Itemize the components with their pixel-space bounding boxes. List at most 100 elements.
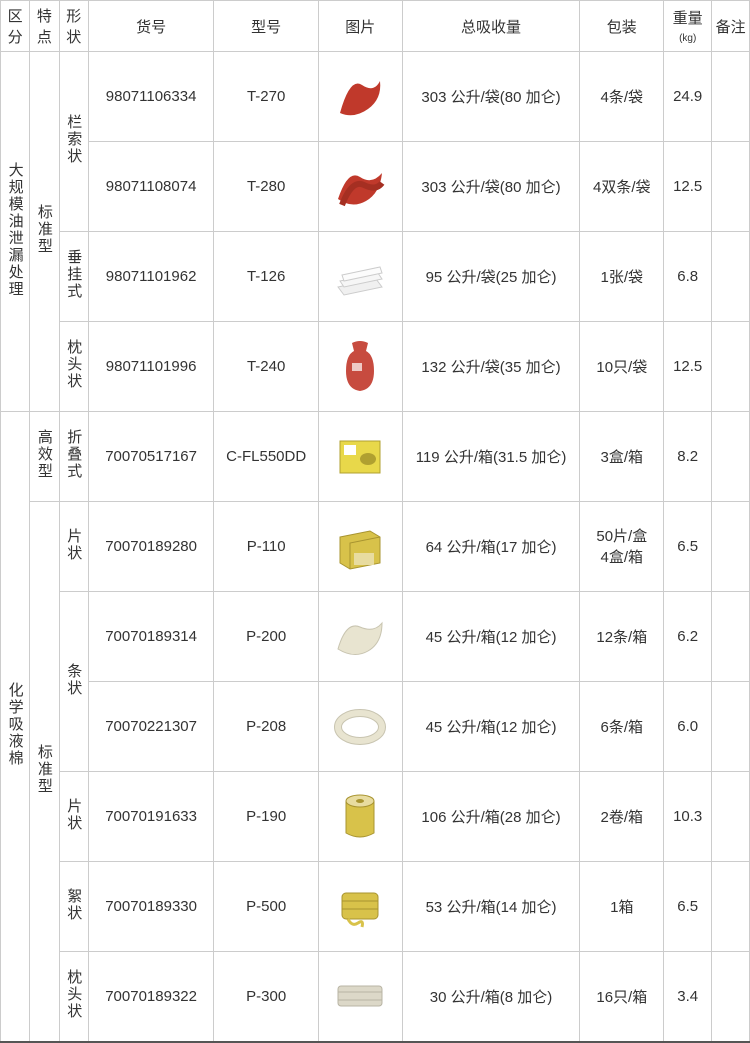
cell-weight: 6.5 [664,502,712,592]
cell-absorb: 303 公升/袋(80 加仑) [402,52,580,142]
cell-image [318,502,402,592]
header-remark: 备注 [712,1,750,52]
cell-remark [712,142,750,232]
cell-sku: 98071101996 [88,322,214,412]
product-coil-icon [332,703,388,751]
cell-remark [712,952,750,1042]
cell-pack: 4条/袋 [580,52,664,142]
header-packaging: 包装 [580,1,664,52]
cell-weight: 3.4 [664,952,712,1042]
header-type: 特点 [30,1,59,52]
section-chem: 化学吸液棉 [1,412,30,1042]
cell-image [318,592,402,682]
product-pad-icon [332,253,388,301]
cell-image [318,772,402,862]
cell-sku: 70070221307 [88,682,214,772]
cell-remark [712,772,750,862]
cell-absorb: 106 公升/箱(28 加仑) [402,772,580,862]
cell-remark [712,592,750,682]
cell-pack: 3盒/箱 [580,412,664,502]
header-absorb: 总吸收量 [402,1,580,52]
table-row: 98071108074 T-280 303 公升/袋(80 加仑) 4双条/袋 … [1,142,750,232]
cell-pack: 50片/盒 4盒/箱 [580,502,664,592]
product-bag-icon [338,339,382,395]
cell-image [318,52,402,142]
header-model: 型号 [214,1,319,52]
cell-model: P-500 [214,862,319,952]
table-row: 枕头状 98071101996 T-240 132 公升/袋(35 加仑) 10… [1,322,750,412]
cell-model: T-240 [214,322,319,412]
cell-absorb: 303 公升/袋(80 加仑) [402,142,580,232]
cell-pack: 4双条/袋 [580,142,664,232]
product-box-icon [332,433,388,481]
cell-weight: 10.3 [664,772,712,862]
cell-remark [712,232,750,322]
cell-model: C-FL550DD [214,412,319,502]
shape-pian: 片状 [59,502,88,592]
shape-zhedie: 折叠式 [59,412,88,502]
shape-lansuo: 栏索状 [59,52,88,232]
type-standard: 标准型 [30,502,59,1042]
cell-sku: 70070189280 [88,502,214,592]
cell-weight: 24.9 [664,52,712,142]
product-sock-icon [332,159,388,215]
cell-image [318,412,402,502]
header-weight: 重量 (kg) [664,1,712,52]
cell-model: P-200 [214,592,319,682]
cell-remark [712,862,750,952]
cell-sku: 98071108074 [88,142,214,232]
cell-absorb: 30 公升/箱(8 加仑) [402,952,580,1042]
table-row: 片状 70070191633 P-190 106 公升/箱(28 加仑) 2卷/… [1,772,750,862]
cell-weight: 6.8 [664,232,712,322]
cell-absorb: 132 公升/袋(35 加仑) [402,322,580,412]
type-efficient: 高效型 [30,412,59,502]
cell-sku: 70070517167 [88,412,214,502]
cell-sku: 70070189322 [88,952,214,1042]
cell-absorb: 45 公升/箱(12 加仑) [402,682,580,772]
cell-sku: 70070189314 [88,592,214,682]
cell-image [318,322,402,412]
shape-tiao: 条状 [59,592,88,772]
cell-pack: 12条/箱 [580,592,664,682]
cell-weight: 12.5 [664,142,712,232]
product-pillow-icon [332,978,388,1014]
cell-pack: 16只/箱 [580,952,664,1042]
shape-pian: 片状 [59,772,88,862]
header-image: 图片 [318,1,402,52]
table-row: 标准型 片状 70070189280 P-110 64 公升/箱(17 加仑) … [1,502,750,592]
cell-absorb: 45 公升/箱(12 加仑) [402,592,580,682]
cell-image [318,862,402,952]
table-row: 化学吸液棉 高效型 折叠式 70070517167 C-FL550DD 119 … [1,412,750,502]
pack-line2: 4盒/箱 [601,549,644,566]
cell-sku: 70070189330 [88,862,214,952]
type-standard: 标准型 [30,52,59,412]
cell-sku: 70070191633 [88,772,214,862]
cell-model: T-126 [214,232,319,322]
cell-pack: 1箱 [580,862,664,952]
shape-zhentou: 枕头状 [59,952,88,1042]
cell-model: P-110 [214,502,319,592]
product-sock-icon [332,613,388,661]
shape-xu: 絮状 [59,862,88,952]
table-row: 70070221307 P-208 45 公升/箱(12 加仑) 6条/箱 6.… [1,682,750,772]
table-row: 条状 70070189314 P-200 45 公升/箱(12 加仑) 12条/… [1,592,750,682]
header-weight-label: 重量 [673,10,703,27]
cell-pack: 6条/箱 [580,682,664,772]
product-bale-icon [332,883,388,931]
cell-model: T-270 [214,52,319,142]
cell-image [318,952,402,1042]
cell-remark [712,322,750,412]
cell-image [318,682,402,772]
cell-pack: 2卷/箱 [580,772,664,862]
cell-weight: 6.2 [664,592,712,682]
cell-model: P-190 [214,772,319,862]
cell-absorb: 53 公升/箱(14 加仑) [402,862,580,952]
header-shape: 形状 [59,1,88,52]
cell-weight: 6.0 [664,682,712,772]
cell-pack: 10只/袋 [580,322,664,412]
cell-pack: 1张/袋 [580,232,664,322]
table-row: 垂挂式 98071101962 T-126 95 公升/袋(25 加仑) 1张/… [1,232,750,322]
cell-absorb: 64 公升/箱(17 加仑) [402,502,580,592]
pack-line1: 50片/盒 [596,528,647,545]
header-section: 区分 [1,1,30,52]
